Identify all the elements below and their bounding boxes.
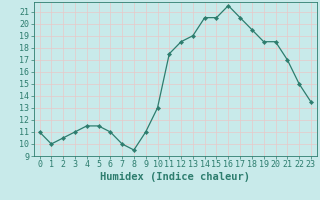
X-axis label: Humidex (Indice chaleur): Humidex (Indice chaleur) [100, 172, 250, 182]
